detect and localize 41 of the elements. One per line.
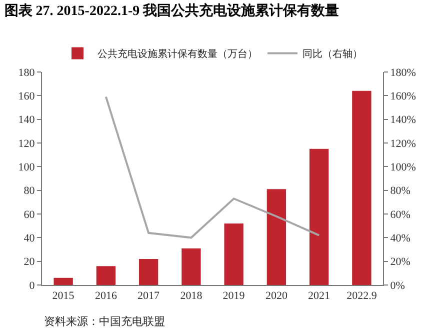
y2-tick-label: 140% [390, 114, 416, 126]
y-tick-label: 140 [18, 114, 36, 126]
bar [352, 90, 372, 285]
y-tick-label: 20 [24, 256, 36, 268]
x-tick-label: 2022.9 [346, 290, 378, 302]
y-tick-label: 0 [29, 280, 36, 292]
bar [96, 266, 116, 285]
legend-label: 同比（右轴） [302, 48, 362, 60]
bar [309, 148, 329, 285]
bar [266, 189, 286, 285]
x-tick-label: 2020 [265, 290, 288, 302]
bar [138, 258, 158, 285]
text: 资料来源：中国充电联盟 [44, 315, 165, 328]
x-tick-label: 2017 [138, 290, 160, 302]
chart-title: 图表 27. 2015-2022.1-9 我国公共充电设施累计保有数量 [4, 2, 340, 19]
bar [54, 278, 73, 285]
bar [182, 248, 201, 285]
y-tick-label: 160 [18, 90, 36, 103]
x-tick-label: 2018 [180, 290, 203, 302]
y-tick-label: 60 [24, 208, 36, 221]
y-tick-label: 180 [18, 66, 36, 79]
legend-label: 公共充电设施累计保有数量（万台） [98, 48, 258, 60]
y2-tick-label: 60% [390, 208, 410, 221]
y2-tick-label: 40% [390, 232, 410, 245]
y-tick-label: 80 [24, 185, 36, 198]
bar [224, 223, 244, 285]
y-tick-label: 40 [24, 232, 36, 245]
y2-tick-label: 100% [390, 162, 416, 174]
x-tick-label: 2019 [222, 290, 246, 302]
x-tick-label: 2015 [52, 290, 75, 302]
y-tick-label: 100 [18, 162, 36, 174]
y2-tick-label: 120% [390, 138, 416, 150]
y2-tick-label: 180% [390, 66, 416, 79]
x-tick-label: 2016 [94, 290, 118, 302]
y2-tick-label: 80% [390, 185, 410, 198]
y-tick-label: 120 [18, 138, 36, 150]
line-series [104, 96, 320, 239]
y2-tick-label: 20% [390, 256, 410, 268]
y2-tick-label: 0% [390, 280, 405, 292]
y2-tick-label: 160% [390, 90, 416, 103]
x-tick-label: 2021 [308, 290, 330, 302]
